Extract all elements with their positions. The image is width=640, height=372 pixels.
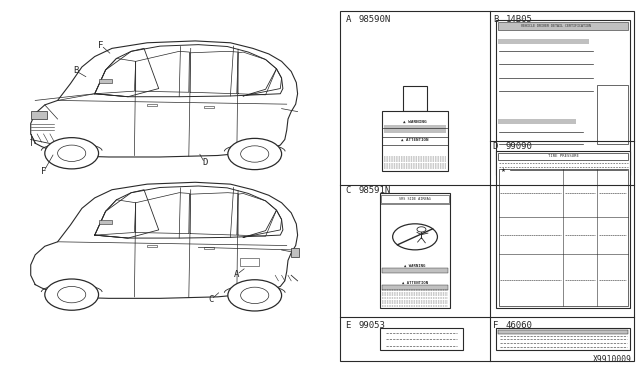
Text: F: F bbox=[99, 41, 104, 50]
Circle shape bbox=[228, 280, 282, 311]
Circle shape bbox=[45, 138, 99, 169]
Bar bbox=[381, 195, 449, 203]
Text: 99053: 99053 bbox=[358, 321, 385, 330]
Text: F: F bbox=[493, 321, 498, 330]
Circle shape bbox=[228, 138, 282, 170]
Text: 14B05: 14B05 bbox=[506, 15, 532, 24]
Text: VEHICLE DRIVER DETAIL CERTIFICATION: VEHICLE DRIVER DETAIL CERTIFICATION bbox=[522, 24, 591, 28]
Bar bbox=[380, 193, 451, 308]
Text: TIRE PRESSURE: TIRE PRESSURE bbox=[548, 154, 579, 158]
Bar bbox=[496, 151, 630, 308]
Text: ▲ ATTENTION: ▲ ATTENTION bbox=[402, 281, 428, 285]
Bar bbox=[403, 86, 428, 111]
Text: D: D bbox=[202, 158, 207, 167]
Bar bbox=[291, 248, 299, 257]
Text: E: E bbox=[346, 321, 351, 330]
Circle shape bbox=[45, 279, 99, 310]
Text: F: F bbox=[41, 167, 46, 176]
Bar bbox=[385, 125, 446, 132]
Text: X9910009: X9910009 bbox=[593, 355, 632, 364]
Bar bbox=[240, 258, 259, 266]
Bar bbox=[498, 153, 628, 160]
Bar bbox=[381, 111, 448, 171]
Bar bbox=[147, 104, 157, 106]
Text: B: B bbox=[493, 15, 498, 24]
Text: ▲ ATTENTION: ▲ ATTENTION bbox=[401, 138, 429, 142]
Bar bbox=[204, 247, 214, 249]
Bar bbox=[204, 106, 214, 108]
Bar bbox=[498, 39, 589, 44]
Bar bbox=[496, 20, 630, 175]
Text: C: C bbox=[346, 186, 351, 195]
Bar bbox=[496, 328, 630, 350]
Bar bbox=[381, 268, 448, 273]
Bar bbox=[147, 245, 157, 247]
Bar bbox=[499, 169, 628, 306]
Text: ▲ WARNING: ▲ WARNING bbox=[404, 264, 426, 268]
Text: 99090: 99090 bbox=[506, 142, 532, 151]
Text: 98591N: 98591N bbox=[358, 186, 390, 195]
Bar bbox=[340, 11, 634, 361]
Bar bbox=[498, 330, 628, 334]
Text: D: D bbox=[493, 142, 498, 151]
Text: A: A bbox=[346, 15, 351, 24]
Text: ▲ WARNING: ▲ WARNING bbox=[403, 120, 427, 124]
Bar bbox=[31, 111, 47, 119]
Bar bbox=[380, 328, 463, 350]
Bar bbox=[498, 119, 576, 124]
Text: SRS SIDE AIRBAG: SRS SIDE AIRBAG bbox=[399, 197, 431, 201]
Bar bbox=[381, 285, 448, 290]
Bar bbox=[498, 22, 628, 30]
Text: A: A bbox=[234, 270, 239, 279]
Text: 98590N: 98590N bbox=[358, 15, 390, 24]
Text: ★: ★ bbox=[500, 168, 506, 173]
Bar bbox=[99, 220, 112, 224]
Text: 46060: 46060 bbox=[506, 321, 532, 330]
Text: B: B bbox=[73, 66, 78, 75]
Text: C: C bbox=[209, 295, 214, 304]
Bar bbox=[99, 79, 112, 83]
Bar bbox=[597, 85, 628, 144]
